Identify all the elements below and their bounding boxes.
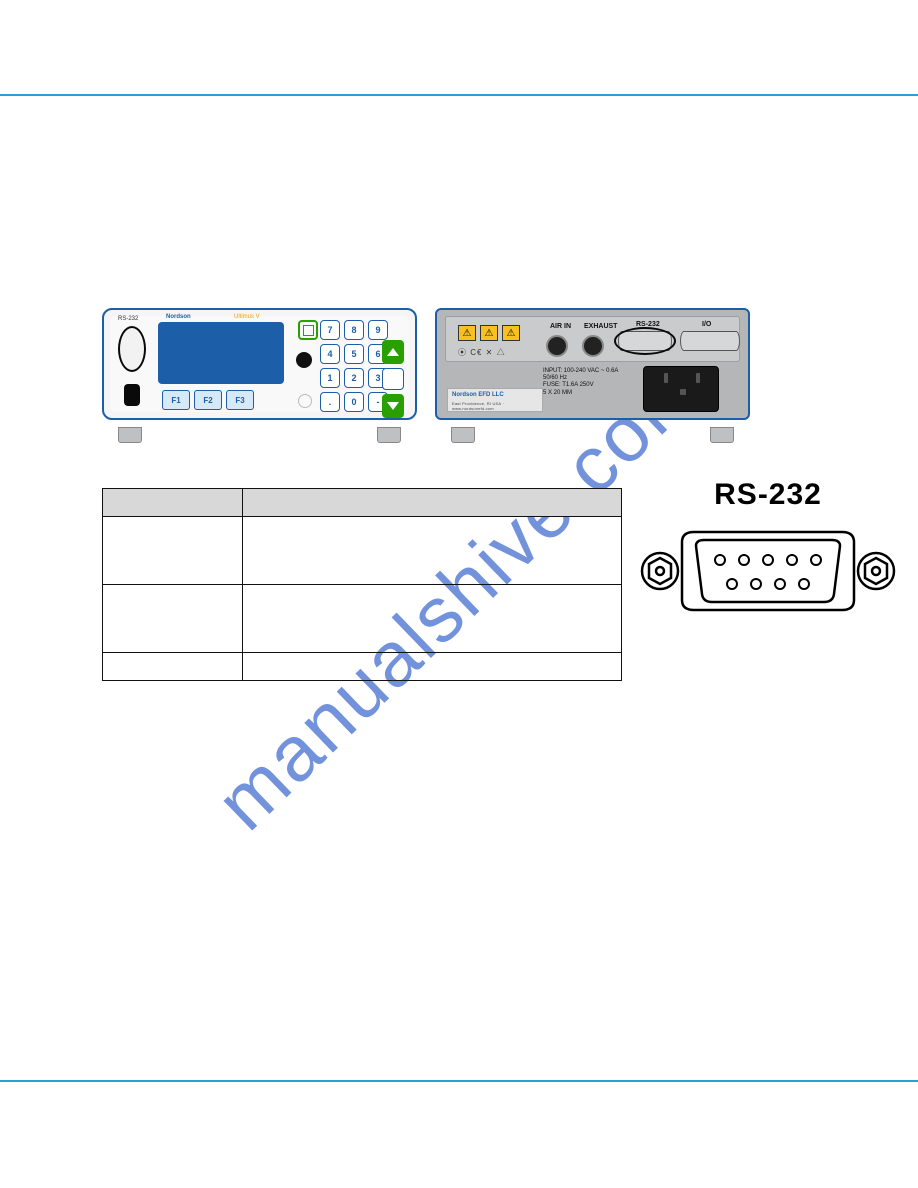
bottom-rule (0, 1080, 918, 1082)
warning2-icon: ⚠ (480, 325, 498, 341)
brand-label: Nordson (166, 314, 191, 320)
f1-key-icon: F1 (162, 390, 190, 410)
spec-line4: 5 X 20 MM (543, 390, 633, 397)
spec-line3: FUSE: T1.6A 250V (543, 382, 633, 389)
device-row: RS-232 Nordson Ultimus V F1 F2 F3 7 8 9 (102, 308, 750, 433)
key-4: 4 (320, 344, 340, 364)
cycle-button-icon (298, 320, 318, 340)
fkey-row: F1 F2 F3 (162, 390, 254, 410)
rs232-connector-icon (638, 516, 898, 626)
compliance-icons: ⦿ C€ ✕ △ (458, 347, 506, 358)
table-row (103, 585, 622, 653)
model-label: Ultimus V (234, 314, 260, 320)
table-row (103, 517, 622, 585)
key-5: 5 (344, 344, 364, 364)
key-1: 1 (320, 368, 340, 388)
exhaust-port-icon (582, 335, 604, 357)
foot-right-icon (377, 427, 401, 443)
lcd-screen (158, 322, 284, 384)
front-body: RS-232 Nordson Ultimus V F1 F2 F3 7 8 9 (102, 308, 417, 420)
power-button-icon (124, 384, 140, 406)
key-7: 7 (320, 320, 340, 340)
nameplate-brand: Nordson EFD LLC (452, 392, 504, 398)
iec-inlet-icon (643, 366, 719, 412)
key-8: 8 (344, 320, 364, 340)
key-2: 2 (344, 368, 364, 388)
rs232-diagram: RS-232 (638, 478, 898, 626)
io-connector-icon (680, 331, 740, 351)
device-front: RS-232 Nordson Ultimus V F1 F2 F3 7 8 9 (102, 308, 417, 433)
f2-key-icon: F2 (194, 390, 222, 410)
air-in-label: AIR IN (550, 323, 571, 330)
arrow-down-icon (382, 394, 404, 418)
rs232-highlight-icon (614, 327, 676, 355)
front-usb-port (118, 326, 146, 372)
table-h2 (243, 489, 622, 517)
warning1-icon: ⚠ (458, 325, 476, 341)
top-rule (0, 94, 918, 96)
front-usb-label: RS-232 (118, 316, 138, 322)
key-0: 0 (344, 392, 364, 412)
table-h1 (103, 489, 243, 517)
back-foot-left-icon (451, 427, 475, 443)
io-label: I/O (702, 321, 711, 328)
back-body: ⚠ ⚠ ⚠ ⦿ C€ ✕ △ AIR IN EXHAUST RS-232 I/O… (435, 308, 750, 420)
pin-table (102, 488, 622, 681)
foot-left-icon (118, 427, 142, 443)
exhaust-label: EXHAUST (584, 323, 617, 330)
air-in-port-icon (546, 335, 568, 357)
dot-key-icon (382, 368, 404, 390)
spec-line1: INPUT: 100-240 VAC ~ 0.6A (543, 368, 633, 375)
power-spec: INPUT: 100-240 VAC ~ 0.6A 50/60 Hz FUSE:… (543, 368, 633, 408)
rs232-title: RS-232 (638, 478, 898, 512)
f3-key-icon: F3 (226, 390, 254, 410)
key-dot: . (320, 392, 340, 412)
nameplate-text: East Providence, RI USA · www.nordsonefd… (452, 401, 542, 411)
nameplate: Nordson EFD LLC East Providence, RI USA … (447, 388, 543, 412)
jack-icon (296, 352, 312, 368)
arrow-up-icon (382, 340, 404, 364)
table-header-row (103, 489, 622, 517)
key-9: 9 (368, 320, 388, 340)
spec-line2: 50/60 Hz (543, 375, 633, 382)
device-back: ⚠ ⚠ ⚠ ⦿ C€ ✕ △ AIR IN EXHAUST RS-232 I/O… (435, 308, 750, 433)
back-top-panel: ⚠ ⚠ ⚠ ⦿ C€ ✕ △ AIR IN EXHAUST RS-232 I/O (445, 316, 740, 362)
numpad: 7 8 9 4 5 6 1 2 3 . 0 - (320, 320, 388, 412)
warning3-icon: ⚠ (502, 325, 520, 341)
back-foot-right-icon (710, 427, 734, 443)
table-row (103, 653, 622, 681)
fingerprint-icon (294, 392, 316, 410)
